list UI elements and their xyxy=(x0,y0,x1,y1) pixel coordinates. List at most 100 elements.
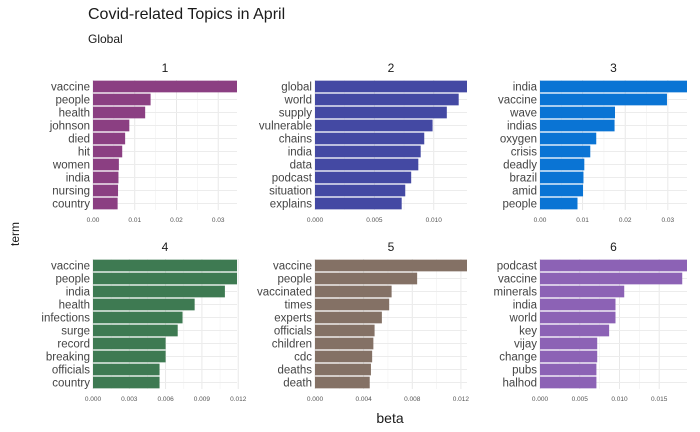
bar xyxy=(93,171,119,184)
term-label: country xyxy=(52,199,90,211)
bar xyxy=(315,285,392,298)
bar xyxy=(315,119,433,132)
term-label: podcast xyxy=(497,261,538,273)
bar xyxy=(315,259,467,272)
x-tick-label: 0.009 xyxy=(194,396,211,403)
bar xyxy=(315,272,418,285)
term-label: country xyxy=(52,378,90,390)
term-label: surge xyxy=(61,326,90,338)
bar xyxy=(93,376,160,389)
x-tick-label: 0.004 xyxy=(355,396,372,403)
bar xyxy=(93,298,195,311)
bar xyxy=(540,171,584,184)
term-label: johnson xyxy=(49,121,90,133)
x-tick-label: 0.010 xyxy=(426,217,443,224)
x-tick-label: 0.012 xyxy=(453,396,470,403)
x-tick-label: 0.02 xyxy=(619,217,632,224)
bar xyxy=(93,350,166,363)
term-label: india xyxy=(66,173,91,185)
bar xyxy=(540,119,615,132)
term-label: global xyxy=(281,82,312,94)
term-label: experts xyxy=(274,313,312,325)
bar xyxy=(540,184,584,197)
term-label: deaths xyxy=(277,365,312,377)
x-tick-label: 0.010 xyxy=(611,396,628,403)
bar xyxy=(93,80,237,93)
term-label: india xyxy=(513,300,538,312)
x-tick-label: 0.000 xyxy=(532,396,549,403)
x-tick-label: 0.012 xyxy=(230,396,247,403)
term-label: indias xyxy=(507,121,537,133)
term-label: times xyxy=(285,300,313,312)
term-label: supply xyxy=(279,108,312,120)
term-label: death xyxy=(283,378,312,390)
bar xyxy=(540,350,598,363)
term-label: vaccine xyxy=(498,274,537,286)
bar xyxy=(315,158,419,171)
bar xyxy=(93,119,130,132)
term-label: deadly xyxy=(503,160,537,172)
bar xyxy=(93,324,178,337)
bar xyxy=(540,324,610,337)
term-label: oxygen xyxy=(500,134,537,146)
bar xyxy=(315,184,406,197)
term-label: breaking xyxy=(46,352,90,364)
bar xyxy=(540,145,591,158)
x-tick-label: 0.005 xyxy=(366,217,383,224)
bar xyxy=(93,106,146,119)
chart-title: Covid-related Topics in April xyxy=(88,6,286,23)
x-tick-label: 0.006 xyxy=(157,396,174,403)
bar xyxy=(540,337,598,350)
bar xyxy=(315,337,374,350)
bar xyxy=(540,363,597,376)
term-label: world xyxy=(509,313,537,325)
bar xyxy=(540,158,585,171)
term-label: change xyxy=(499,352,537,364)
term-label: explains xyxy=(270,199,312,211)
term-label: chains xyxy=(279,134,312,146)
x-tick-label: 0.00 xyxy=(87,217,100,224)
term-label: health xyxy=(59,300,90,312)
bar xyxy=(540,285,625,298)
bar xyxy=(315,324,375,337)
bar xyxy=(540,259,687,272)
term-label: amid xyxy=(512,186,537,198)
bar xyxy=(315,80,467,93)
bar xyxy=(315,311,382,324)
x-tick-label: 0.02 xyxy=(170,217,183,224)
x-tick-label: 0.03 xyxy=(212,217,225,224)
bar xyxy=(93,363,160,376)
term-label: world xyxy=(284,95,312,107)
y-axis-title: term xyxy=(8,222,22,246)
bar xyxy=(93,337,166,350)
term-label: brazil xyxy=(510,173,537,185)
bar xyxy=(540,376,597,389)
term-label: vulnerable xyxy=(259,121,312,133)
bar xyxy=(93,272,237,285)
bar xyxy=(540,80,687,93)
bar xyxy=(315,171,412,184)
bar xyxy=(315,298,390,311)
bar xyxy=(315,197,402,210)
bar xyxy=(93,93,151,106)
term-label: hit xyxy=(78,147,91,159)
bar xyxy=(315,363,371,376)
term-label: minerals xyxy=(494,287,538,299)
term-label: children xyxy=(272,339,312,351)
term-label: vaccine xyxy=(498,95,537,107)
term-label: people xyxy=(55,274,90,286)
x-tick-label: 0.000 xyxy=(85,396,102,403)
term-label: people xyxy=(502,199,537,211)
term-label: india xyxy=(66,287,91,299)
facet-label: 6 xyxy=(610,240,617,254)
term-label: vijay xyxy=(514,339,537,351)
term-label: data xyxy=(290,160,313,172)
term-label: india xyxy=(513,82,538,94)
term-label: vaccine xyxy=(51,82,90,94)
chart-subtitle: Global xyxy=(88,32,123,46)
term-label: vaccine xyxy=(273,261,312,273)
bar xyxy=(540,298,616,311)
term-label: died xyxy=(68,134,90,146)
term-label: india xyxy=(288,147,313,159)
